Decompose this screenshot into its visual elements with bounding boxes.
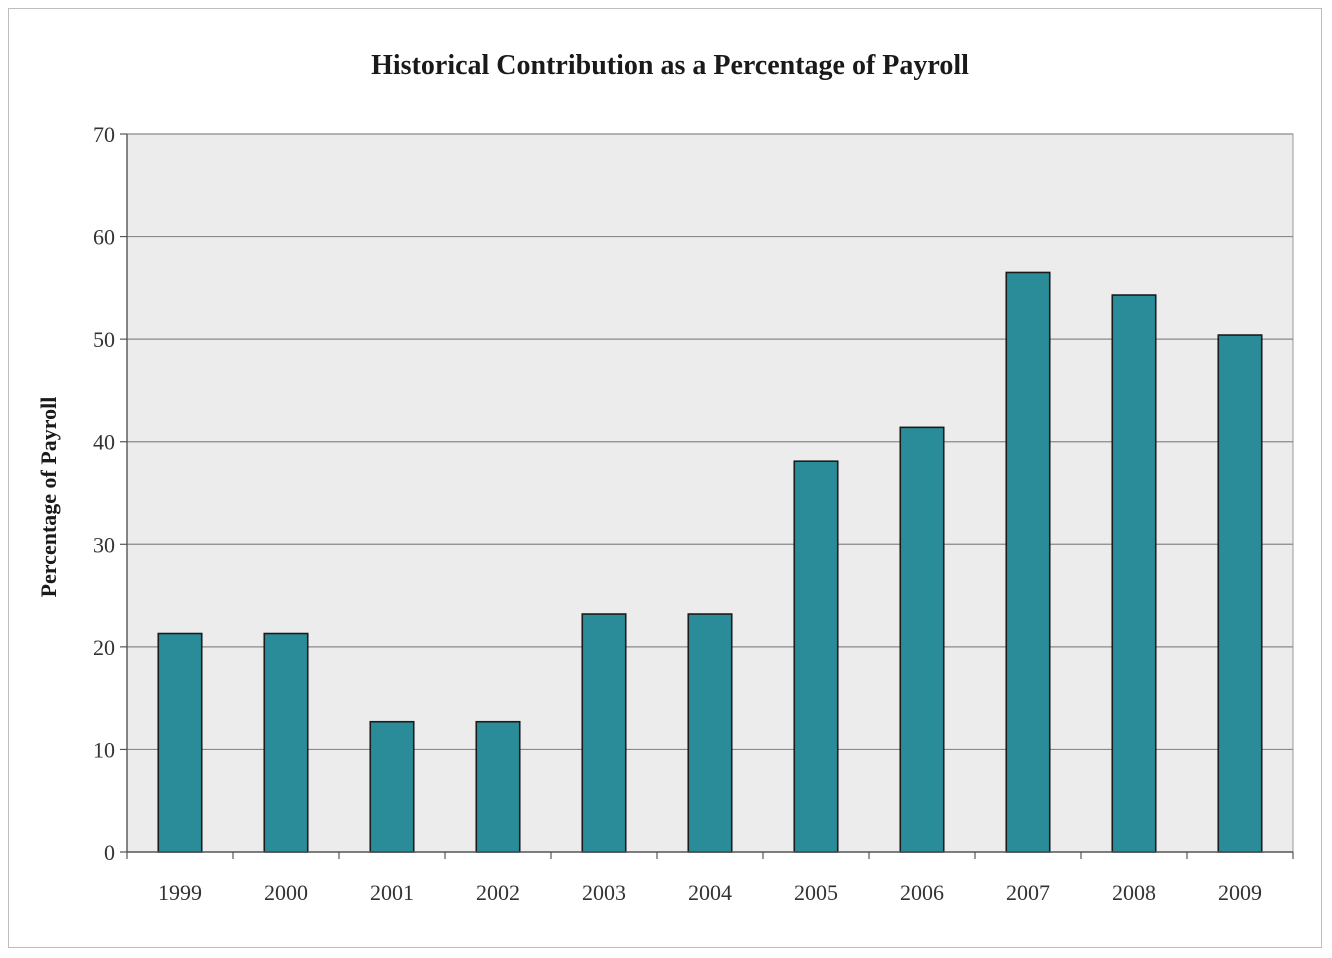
bars xyxy=(157,271,1263,853)
bar-2005 xyxy=(793,460,839,853)
x-tick-label: 2008 xyxy=(1112,880,1156,905)
bar-1999 xyxy=(157,632,203,853)
y-tick-label: 20 xyxy=(93,635,115,660)
y-tick-label: 50 xyxy=(93,327,115,352)
y-axis-label: Percentage of Payroll xyxy=(36,397,61,598)
bar-2006 xyxy=(899,426,945,853)
x-tick-label: 2006 xyxy=(900,880,944,905)
x-tick-label: 1999 xyxy=(158,880,202,905)
x-tick-label: 2005 xyxy=(794,880,838,905)
y-tick-label: 0 xyxy=(104,840,115,865)
bar-2009 xyxy=(1217,334,1263,853)
y-tick-label: 10 xyxy=(93,737,115,762)
bar-2002 xyxy=(475,720,521,853)
bar-2007 xyxy=(1005,271,1051,853)
x-axis-ticks: 1999 2000 2001 2002 2003 2004 2005 2006 2007 2008… xyxy=(126,852,1294,905)
y-tick-label: 70 xyxy=(93,122,115,147)
x-tick-label: 2004 xyxy=(688,880,732,905)
x-tick-label: 2000 xyxy=(264,880,308,905)
x-tick-label: 2007 xyxy=(1006,880,1050,905)
y-tick-label: 60 xyxy=(93,225,115,250)
bar-2001 xyxy=(369,720,415,853)
y-axis-ticks: 0 10 20 30 40 50 60 70 xyxy=(93,122,127,865)
x-tick-label: 2009 xyxy=(1218,880,1262,905)
bar-2003 xyxy=(581,613,627,853)
y-tick-label: 30 xyxy=(93,532,115,557)
y-tick-label: 40 xyxy=(93,430,115,455)
x-tick-label: 2002 xyxy=(476,880,520,905)
bar-2008 xyxy=(1111,294,1157,853)
chart-title: Historical Contribution as a Percentage … xyxy=(371,50,969,81)
x-tick-label: 2001 xyxy=(370,880,414,905)
x-tick-label: 2003 xyxy=(582,880,626,905)
bar-2004 xyxy=(687,613,733,853)
bar-2000 xyxy=(263,632,309,853)
